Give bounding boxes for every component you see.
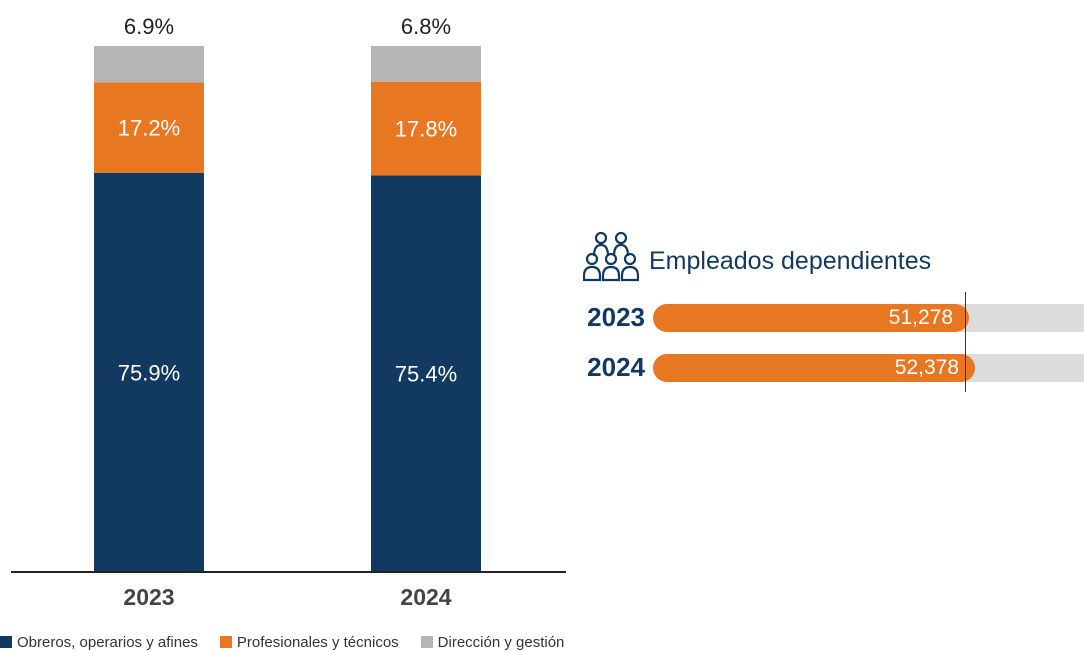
legend-item-direccion: Dirección y gestión (420, 633, 565, 651)
data-label-2024-1: 17.8% (395, 117, 457, 142)
employees-year-2024: 2024 (587, 352, 645, 382)
x-tick-label-2024: 2024 (400, 584, 451, 610)
bar-segment-2023-2 (94, 46, 204, 83)
people-group-icon (583, 231, 639, 282)
x-tick-label-2023: 2023 (123, 584, 174, 610)
employees-title: Empleados dependientes (649, 246, 932, 275)
bar-segment-2024-1 (371, 81, 481, 176)
bar-segment-2023-0 (94, 172, 204, 573)
bar-segment-2024-0 (371, 175, 481, 572)
data-label-2023-0: 75.9% (118, 360, 180, 385)
bar-segment-2023-1 (94, 82, 204, 173)
stacked-bar-chart: 75.9% 17.2% 6.9% 2023 75.4% 17.8% 6.8% 2024 (11, 14, 566, 610)
employees-header: Empleados dependientes (583, 230, 931, 282)
employees-value-2024: 52,378 (894, 356, 959, 379)
data-label-2024-2: 6.8% (401, 14, 451, 39)
employees-bar-2024 (653, 354, 975, 382)
legend-item-profesionales: Profesionales y técnicos (219, 633, 399, 651)
employees-reference-line (965, 292, 966, 392)
bar-segment-2024-2 (371, 46, 481, 82)
data-label-2023-2: 6.9% (124, 14, 174, 39)
legend-label-profesionales: Profesionales y técnicos (236, 633, 399, 651)
legend-item-obreros: Obreros, operarios y afines (0, 634, 198, 651)
data-label-2024-0: 75.4% (395, 362, 457, 387)
data-label-2023-1: 17.2% (118, 116, 180, 141)
legend-swatch-obreros (0, 636, 12, 648)
legend-swatch-profesionales (219, 636, 232, 648)
legend-swatch-direccion (420, 636, 433, 648)
legend-label-obreros: Obreros, operarios y afines (17, 633, 198, 651)
employees-row-2023: 2023 51,278 (575, 302, 1084, 332)
employees-row-2024: 2024 52,378 (575, 352, 1084, 382)
employees-value-2023: 51,278 (888, 306, 953, 329)
legend-label-direccion: Dirección y gestión (437, 633, 565, 651)
employees-year-2023: 2023 (587, 302, 645, 332)
chart-legend: Obreros, operarios y afines Profesionale… (0, 633, 586, 651)
employees-bar-2023 (653, 304, 969, 332)
